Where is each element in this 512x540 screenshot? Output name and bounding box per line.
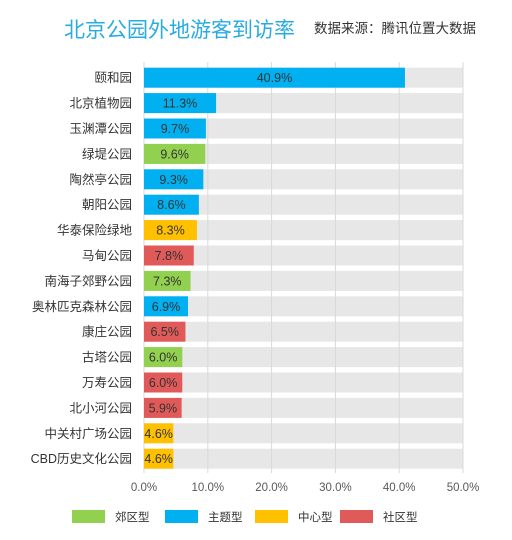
legend-swatch: [340, 510, 373, 523]
bar: [144, 423, 174, 444]
bar: [144, 67, 405, 88]
chart-title: 北京公园外地游客到访率: [64, 19, 295, 42]
category-label: 康庄公园: [82, 324, 132, 339]
bar-track: [144, 347, 463, 368]
bar-track: [144, 423, 463, 444]
bar-track: [144, 321, 463, 342]
category-label: CBD历史文化公园: [31, 451, 132, 466]
value-label: 8.6%: [157, 198, 186, 212]
value-label: 40.9%: [257, 71, 292, 85]
value-label: 4.6%: [144, 452, 173, 466]
bar-track: [144, 194, 463, 215]
bar-track: [144, 118, 463, 139]
category-label: 朝阳公园: [82, 198, 132, 212]
bar: [144, 397, 182, 418]
category-label: 陶然亭公园: [69, 172, 132, 187]
bar-track: [144, 245, 463, 266]
bar-track: [144, 169, 463, 190]
legend-label: 中心型: [298, 510, 333, 524]
value-label: 11.3%: [163, 97, 198, 111]
value-label: 6.9%: [152, 300, 181, 314]
category-label: 万寿公园: [82, 376, 132, 390]
legend-label: 主题型: [208, 510, 243, 524]
data-source-note: 数据来源：腾讯位置大数据: [314, 21, 476, 36]
bar: [144, 93, 217, 114]
bar: [144, 321, 186, 342]
bar: [144, 220, 197, 241]
category-label: 玉渊潭公园: [69, 122, 132, 136]
bar: [144, 372, 183, 393]
value-label: 6.0%: [149, 376, 178, 390]
bar-track: [144, 270, 463, 291]
legend-label: 社区型: [383, 510, 418, 524]
value-label: 7.3%: [153, 274, 182, 288]
value-label: 6.5%: [150, 325, 179, 339]
value-label: 9.6%: [160, 147, 189, 161]
value-label: 4.6%: [144, 427, 173, 441]
bar: [144, 270, 191, 291]
category-label: 绿堤公园: [82, 146, 132, 161]
bar: [144, 296, 189, 317]
bar: [144, 448, 174, 469]
bar-track: [144, 448, 463, 469]
category-label: 南海子郊野公园: [44, 273, 132, 288]
x-tick-label: 0.0%: [131, 482, 157, 494]
value-label: 9.7%: [161, 122, 190, 136]
bar: [144, 169, 204, 190]
category-label: 华泰保险绿地: [57, 223, 133, 238]
legend-swatch: [255, 510, 288, 523]
x-tick-label: 50.0%: [447, 482, 480, 494]
value-label: 5.9%: [149, 401, 178, 415]
value-label: 7.8%: [155, 249, 184, 263]
bar-track: [144, 143, 463, 164]
category-label: 马甸公园: [82, 249, 132, 263]
bar: [144, 245, 194, 266]
category-label: 中关村广场公园: [44, 426, 132, 441]
bar: [144, 194, 199, 215]
legend-swatch: [72, 510, 105, 523]
value-label: 9.3%: [159, 173, 188, 187]
category-label: 古塔公园: [82, 350, 132, 365]
bar: [144, 347, 183, 368]
bar-track: [144, 296, 463, 317]
bar-track: [144, 220, 463, 241]
bar-track: [144, 93, 463, 114]
category-label: 北小河公园: [69, 401, 132, 415]
legend-label: 郊区型: [115, 510, 150, 524]
bar: [144, 143, 206, 164]
value-label: 8.3%: [156, 224, 185, 238]
bar-track: [144, 397, 463, 418]
bar-track: [144, 372, 463, 393]
bar: [144, 118, 206, 139]
category-label: 颐和园: [94, 71, 132, 85]
legend-swatch: [165, 510, 198, 523]
x-tick-label: 10.0%: [191, 482, 224, 494]
x-tick-label: 30.0%: [319, 482, 352, 494]
category-label: 奥林匹克森林公园: [32, 299, 132, 314]
x-tick-label: 20.0%: [255, 482, 288, 494]
category-label: 北京植物园: [69, 96, 132, 111]
x-tick-label: 40.0%: [383, 482, 416, 494]
value-label: 6.0%: [149, 351, 178, 365]
